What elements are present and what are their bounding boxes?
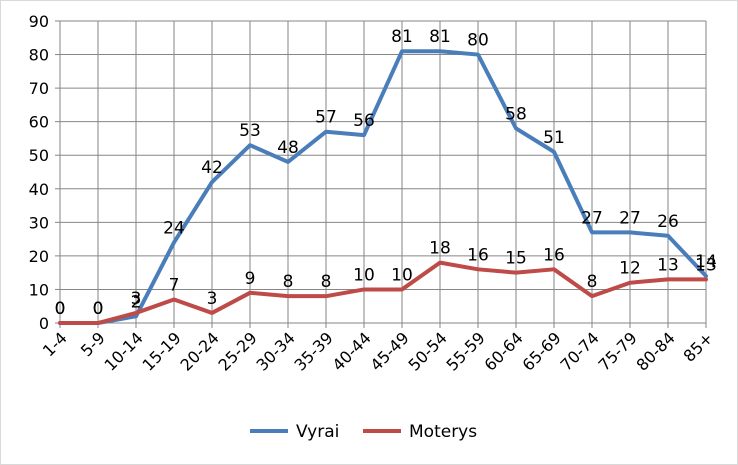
- series-line-moterys: [58, 260, 708, 325]
- data-label-moterys: 13: [657, 255, 679, 275]
- data-label-vyrai: 2: [131, 292, 142, 312]
- data-label-moterys: 7: [169, 276, 180, 296]
- y-tick-label: 90: [29, 12, 49, 31]
- legend: Vyrai Moterys: [250, 422, 477, 442]
- data-label-moterys: 10: [391, 265, 413, 285]
- data-label-moterys: 13: [695, 255, 717, 275]
- data-label-vyrai: 51: [543, 128, 565, 148]
- data-label-moterys: 12: [619, 259, 641, 279]
- axes: [55, 20, 707, 328]
- data-label-moterys: 0: [93, 299, 104, 319]
- data-label-moterys: 8: [321, 272, 332, 292]
- data-label-moterys: 16: [543, 245, 565, 265]
- data-label-moterys: 8: [587, 272, 598, 292]
- data-label-vyrai: 58: [505, 104, 527, 124]
- data-label-moterys: 0: [55, 299, 66, 319]
- data-label-moterys: 10: [353, 265, 375, 285]
- y-tick-label: 30: [29, 213, 49, 232]
- series-line-vyrai: [58, 49, 708, 325]
- data-label-vyrai: 80: [467, 31, 489, 51]
- y-tick-label: 80: [29, 46, 49, 65]
- data-label-moterys: 3: [131, 289, 142, 309]
- data-label-vyrai: 27: [581, 208, 603, 228]
- data-label-moterys: 8: [283, 272, 294, 292]
- data-label-vyrai: 53: [239, 121, 261, 141]
- data-label-moterys: 9: [245, 269, 256, 289]
- y-tick-label: 60: [29, 113, 49, 132]
- data-label-vyrai: 42: [201, 158, 223, 178]
- data-label-vyrai: 0: [55, 299, 66, 319]
- y-tick-label: 20: [29, 247, 49, 266]
- series-lines: [58, 49, 708, 325]
- y-tick-labels: 0 10 20 30 40 50 60 70 80 90: [29, 12, 49, 333]
- legend-label: Moterys: [409, 422, 477, 442]
- data-label-vyrai: 48: [277, 138, 299, 158]
- data-label-vyrai: 14: [695, 252, 717, 272]
- y-tick-label: 0: [39, 314, 49, 333]
- data-label-moterys: 15: [505, 249, 527, 269]
- y-tick-label: 70: [29, 79, 49, 98]
- y-tick-label: 10: [29, 280, 49, 299]
- data-label-moterys: 16: [467, 245, 489, 265]
- data-label-vyrai: 57: [315, 108, 337, 128]
- data-label-vyrai: 26: [657, 212, 679, 232]
- data-label-vyrai: 27: [619, 208, 641, 228]
- data-label-moterys: 18: [429, 239, 451, 259]
- data-label-vyrai: 81: [429, 27, 451, 47]
- data-label-vyrai: 24: [163, 218, 185, 238]
- data-label-moterys: 3: [207, 289, 218, 309]
- data-label-vyrai: 81: [391, 27, 413, 47]
- y-tick-label: 50: [29, 146, 49, 165]
- legend-label: Vyrai: [296, 422, 339, 442]
- data-label-vyrai: 56: [353, 111, 375, 131]
- data-label-vyrai: 0: [93, 299, 104, 319]
- y-tick-label: 40: [29, 180, 49, 199]
